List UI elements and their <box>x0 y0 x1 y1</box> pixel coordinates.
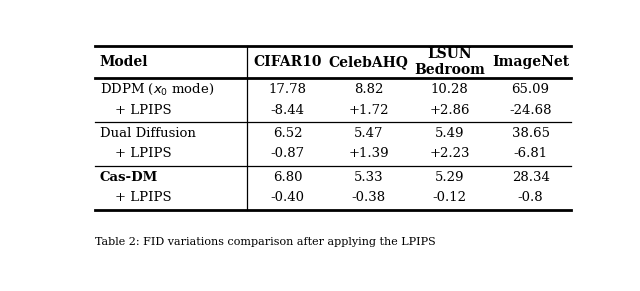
Text: 28.34: 28.34 <box>511 171 550 184</box>
Text: -0.8: -0.8 <box>518 191 543 204</box>
Text: 5.33: 5.33 <box>354 171 383 184</box>
Text: 17.78: 17.78 <box>269 83 307 96</box>
Text: 8.82: 8.82 <box>354 83 383 96</box>
Text: DDPM ($x_0$ mode): DDPM ($x_0$ mode) <box>100 82 214 97</box>
Text: 10.28: 10.28 <box>431 83 468 96</box>
Text: + LPIPS: + LPIPS <box>115 104 172 117</box>
Text: Model: Model <box>100 55 148 69</box>
Text: -6.81: -6.81 <box>513 148 548 160</box>
Text: +2.23: +2.23 <box>429 148 470 160</box>
Text: Cas-DM: Cas-DM <box>100 171 158 184</box>
Text: -0.38: -0.38 <box>351 191 386 204</box>
Text: + LPIPS: + LPIPS <box>115 148 172 160</box>
Text: 38.65: 38.65 <box>511 127 550 140</box>
Text: -24.68: -24.68 <box>509 104 552 117</box>
Text: 5.47: 5.47 <box>354 127 383 140</box>
Text: +1.39: +1.39 <box>348 148 389 160</box>
Text: CelebAHQ: CelebAHQ <box>329 55 408 69</box>
Text: + LPIPS: + LPIPS <box>115 191 172 204</box>
Text: -0.87: -0.87 <box>271 148 305 160</box>
Text: CIFAR10: CIFAR10 <box>253 55 322 69</box>
Text: 5.49: 5.49 <box>435 127 465 140</box>
Text: 5.29: 5.29 <box>435 171 465 184</box>
Text: ImageNet: ImageNet <box>492 55 569 69</box>
Text: -0.40: -0.40 <box>271 191 305 204</box>
Text: LSUN
Bedroom: LSUN Bedroom <box>414 47 485 77</box>
Text: 6.52: 6.52 <box>273 127 303 140</box>
Text: 65.09: 65.09 <box>511 83 550 96</box>
Text: -8.44: -8.44 <box>271 104 305 117</box>
Text: +2.86: +2.86 <box>429 104 470 117</box>
Text: Table 2: FID variations comparison after applying the LPIPS: Table 2: FID variations comparison after… <box>95 237 436 246</box>
Text: 6.80: 6.80 <box>273 171 303 184</box>
Text: +1.72: +1.72 <box>348 104 389 117</box>
Text: -0.12: -0.12 <box>433 191 467 204</box>
Text: Dual Diffusion: Dual Diffusion <box>100 127 196 140</box>
